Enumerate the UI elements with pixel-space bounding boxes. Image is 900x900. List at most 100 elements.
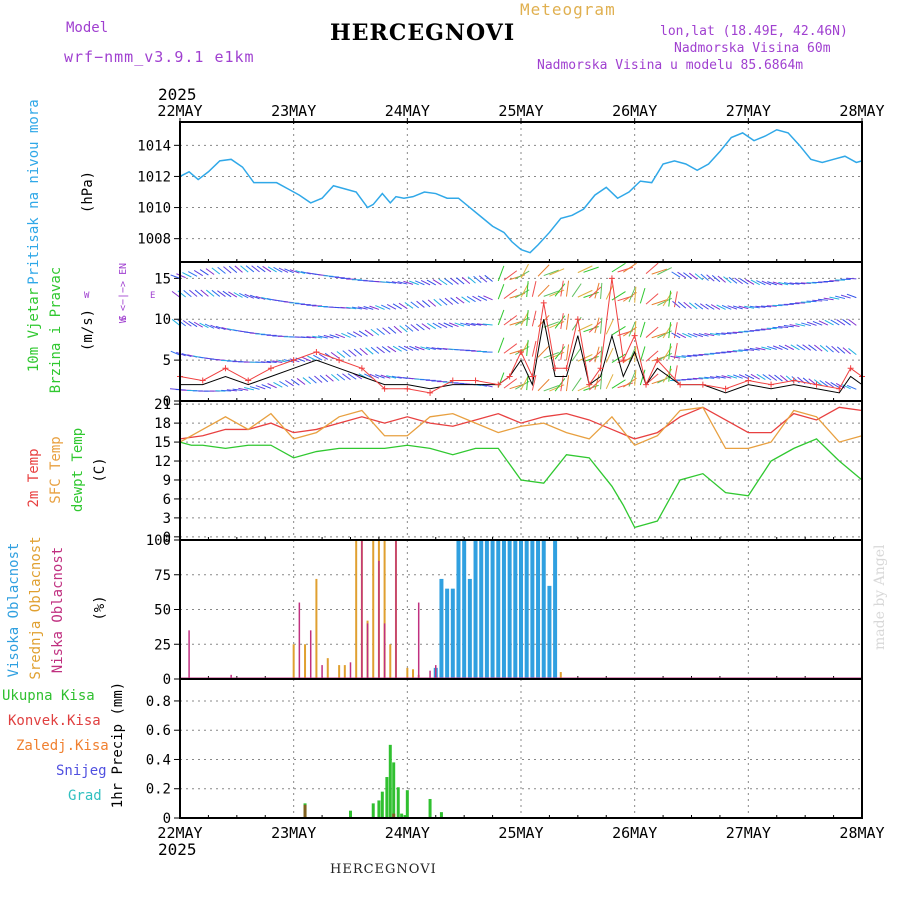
wind-arrow bbox=[375, 374, 385, 379]
cloud-bar bbox=[406, 667, 409, 679]
wind-arrow bbox=[651, 332, 668, 339]
wind-arrow bbox=[313, 354, 323, 361]
cloud-bar bbox=[541, 540, 546, 679]
precip-bar bbox=[377, 800, 381, 818]
wind-arrow bbox=[819, 380, 829, 387]
wind-arrow bbox=[397, 281, 408, 285]
wind-arrow bbox=[808, 344, 817, 352]
y-tick-label: 50 bbox=[154, 603, 171, 619]
wind-arrow bbox=[791, 376, 800, 384]
y-tick-label: 10 bbox=[154, 312, 171, 328]
wind-arrow bbox=[427, 299, 437, 307]
wind-arrow bbox=[738, 305, 749, 310]
cloud-bar bbox=[378, 560, 380, 679]
wind-arrow bbox=[266, 360, 277, 364]
wind-arrow bbox=[628, 287, 636, 303]
wind-arrow bbox=[698, 333, 709, 337]
wind-arrow bbox=[588, 321, 602, 333]
x-tick-label-top: 26MAY bbox=[612, 102, 657, 120]
wind-arrow bbox=[709, 376, 720, 379]
wind-arrow bbox=[583, 266, 599, 273]
precip-bar bbox=[439, 812, 443, 818]
wind-arrow bbox=[239, 292, 249, 299]
wind-arrow bbox=[444, 278, 454, 285]
wind-arrow bbox=[342, 373, 351, 381]
y-axis-label: Pritisak na nivou mora bbox=[26, 99, 42, 284]
wind-arrow bbox=[348, 349, 357, 357]
wind-arrow bbox=[351, 306, 362, 310]
wind-arrow bbox=[415, 280, 425, 286]
wind-arrow bbox=[700, 273, 709, 281]
wind-arrow bbox=[249, 386, 260, 390]
watermark: made by Angel bbox=[872, 544, 888, 651]
wind-arrow bbox=[410, 324, 420, 332]
y-tick-label: 1014 bbox=[137, 138, 171, 154]
wind-arrow bbox=[671, 332, 681, 339]
y-tick-label: 3 bbox=[163, 511, 171, 527]
year-label-top: 2025 bbox=[158, 85, 197, 104]
gust-marker bbox=[495, 381, 502, 388]
gust-marker bbox=[574, 316, 581, 323]
wind-arrow bbox=[376, 328, 385, 336]
y-tick-label: 12 bbox=[154, 454, 171, 470]
wind-arrow bbox=[211, 267, 221, 275]
y-tick-label: 9 bbox=[163, 473, 171, 489]
wind-arrow bbox=[526, 309, 529, 326]
wind-arrow bbox=[526, 339, 529, 356]
wind-arrow bbox=[761, 346, 772, 351]
wind-arrow bbox=[687, 332, 698, 338]
wind-arrow bbox=[465, 322, 476, 326]
wind-arrow bbox=[325, 374, 334, 382]
temp-line-1 bbox=[179, 406, 863, 450]
wind-arrow bbox=[461, 296, 471, 303]
wind-arrows bbox=[169, 262, 857, 392]
x-tick-label-bottom: 26MAY bbox=[612, 824, 657, 842]
cloud-bar bbox=[230, 674, 232, 679]
wind-arrow bbox=[738, 349, 749, 352]
wind-arrow bbox=[314, 375, 323, 383]
cloud-bar bbox=[553, 540, 558, 679]
wind-arrow bbox=[732, 350, 743, 352]
wind-arrow bbox=[403, 280, 414, 285]
wind-arrow bbox=[226, 389, 237, 392]
wind-arrow bbox=[721, 332, 732, 335]
wind-arrow bbox=[260, 361, 271, 364]
wind-arrow bbox=[801, 322, 811, 327]
wind-arrow bbox=[755, 347, 766, 351]
wind-arrow bbox=[531, 340, 537, 357]
wind-arrow bbox=[503, 270, 518, 281]
gust-marker bbox=[529, 373, 536, 380]
wind-arrow bbox=[341, 332, 351, 338]
wind-arrow bbox=[823, 297, 834, 301]
wind-arrow bbox=[672, 300, 681, 309]
wind-arrow bbox=[416, 323, 425, 331]
wind-speed-line bbox=[180, 319, 863, 394]
wind-arrow bbox=[554, 346, 566, 360]
wind-arrow bbox=[340, 306, 351, 309]
wind-arrow bbox=[846, 277, 857, 280]
wind-arrow bbox=[645, 350, 659, 362]
wind-arrow bbox=[422, 300, 431, 308]
wind-arrow bbox=[251, 265, 260, 273]
wind-arrow bbox=[657, 267, 672, 276]
wind-arrow bbox=[205, 268, 215, 275]
y-axis-label: dewpt Temp bbox=[70, 428, 86, 512]
cloud-bar bbox=[292, 644, 295, 679]
wind-arrow bbox=[347, 373, 357, 380]
wind-arrow bbox=[645, 373, 659, 385]
gust-marker bbox=[245, 377, 252, 384]
wind-arrow bbox=[404, 324, 414, 332]
gust-marker bbox=[449, 377, 456, 384]
x-tick-label-top: 23MAY bbox=[271, 102, 316, 120]
wind-arrow bbox=[780, 375, 789, 383]
wind-arrow bbox=[704, 333, 715, 337]
cloud-bar bbox=[445, 588, 450, 679]
wind-arrow bbox=[386, 375, 397, 379]
wind-arrow bbox=[802, 344, 812, 351]
wind-arrow bbox=[289, 269, 300, 274]
wind-arrow bbox=[800, 282, 811, 285]
x-tick-label-top: 28MAY bbox=[839, 102, 884, 120]
wind-arrow bbox=[594, 317, 600, 334]
wind-arrow bbox=[289, 302, 300, 304]
wind-arrow bbox=[588, 378, 602, 391]
